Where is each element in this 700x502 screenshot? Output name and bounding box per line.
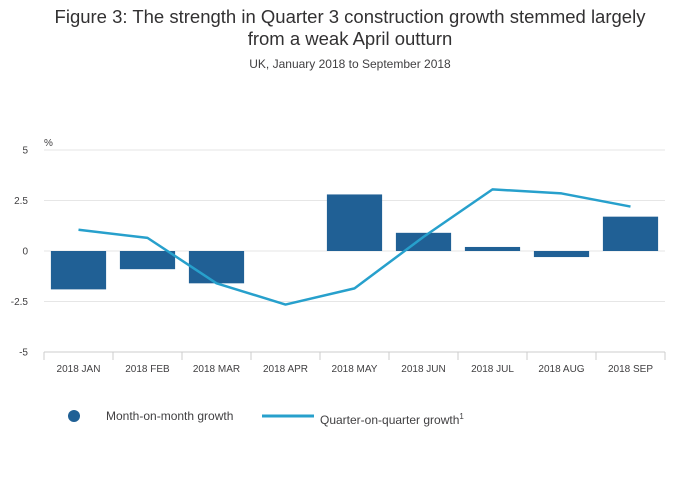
line-point-quarter-on-quarter[interactable] xyxy=(76,227,82,233)
legend-label-quarter-on-quarter: Quarter-on-quarter growth1 xyxy=(320,412,464,427)
line-point-quarter-on-quarter[interactable] xyxy=(283,302,289,308)
y-tick-label: -5 xyxy=(19,348,28,359)
x-tick-label: 2018 APR xyxy=(263,364,308,375)
bar-month-on-month-2018-feb[interactable] xyxy=(119,251,176,270)
x-tick-label: 2018 FEB xyxy=(125,364,170,375)
line-point-quarter-on-quarter[interactable] xyxy=(214,280,220,286)
x-tick-label: 2018 JUL xyxy=(471,364,514,375)
line-point-quarter-on-quarter[interactable] xyxy=(145,235,151,241)
legend-label-month-on-month: Month-on-month growth xyxy=(106,409,233,423)
chart-title-line-1: Figure 3: The strength in Quarter 3 cons… xyxy=(54,6,646,27)
x-tick-label: 2018 MAR xyxy=(193,364,240,375)
line-point-quarter-on-quarter[interactable] xyxy=(490,186,496,192)
x-tick-label: 2018 MAY xyxy=(332,364,378,375)
x-tick-label: 2018 JUN xyxy=(401,364,445,375)
chart-subtitle: UK, January 2018 to September 2018 xyxy=(249,57,451,71)
x-tick-label: 2018 AUG xyxy=(538,364,584,375)
y-tick-label: 2.5 xyxy=(14,196,28,207)
legend-bar-marker-icon xyxy=(68,410,80,422)
bar-month-on-month-2018-may[interactable] xyxy=(326,194,383,251)
line-quarter-on-quarter[interactable] xyxy=(78,188,631,306)
bar-month-on-month-2018-jan[interactable] xyxy=(50,251,107,290)
y-axis-unit-label: % xyxy=(44,138,53,149)
bar-month-on-month-2018-aug[interactable] xyxy=(533,251,590,258)
x-tick-label: 2018 JAN xyxy=(57,364,101,375)
y-tick-label: 0 xyxy=(22,247,28,258)
chart-title: Figure 3: The strength in Quarter 3 cons… xyxy=(0,6,700,50)
line-point-quarter-on-quarter[interactable] xyxy=(352,285,358,291)
chart-title-line-2: from a weak April outturn xyxy=(247,28,453,49)
line-point-quarter-on-quarter[interactable] xyxy=(421,234,427,240)
bar-month-on-month-2018-sep[interactable] xyxy=(602,216,659,251)
x-tick-label: 2018 SEP xyxy=(608,364,653,375)
bar-month-on-month-2018-mar[interactable] xyxy=(188,251,245,284)
bar-month-on-month-2018-jul[interactable] xyxy=(464,246,521,251)
y-tick-label: -2.5 xyxy=(11,297,29,308)
y-tick-label: 5 xyxy=(22,146,28,157)
line-point-quarter-on-quarter[interactable] xyxy=(559,190,565,196)
line-point-quarter-on-quarter[interactable] xyxy=(628,204,634,210)
